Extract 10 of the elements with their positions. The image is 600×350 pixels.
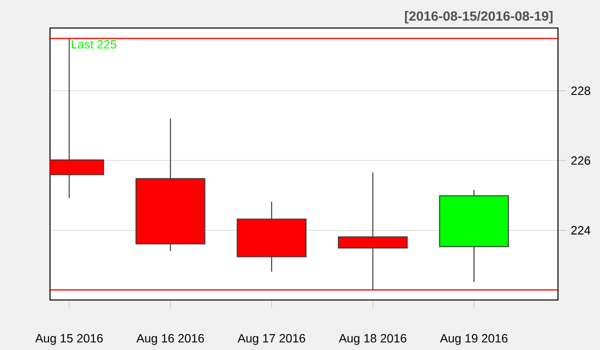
chart-subtitle: [2016-08-15/2016-08-19]: [405, 11, 553, 24]
x-tick-label: Aug 15 2016: [35, 334, 103, 345]
annotation: Last 225: [72, 40, 116, 49]
x-tick-label: Aug 16 2016: [136, 334, 204, 345]
y-tick-label: 224: [571, 226, 590, 234]
y-tick-label: 228: [571, 86, 590, 96]
x-tick-label: Aug 18 2016: [338, 334, 406, 345]
y-tick-label: 226: [571, 156, 590, 165]
x-tick-label: Aug 19 2016: [440, 334, 508, 345]
x-tick-label: Aug 17 2016: [238, 334, 306, 345]
